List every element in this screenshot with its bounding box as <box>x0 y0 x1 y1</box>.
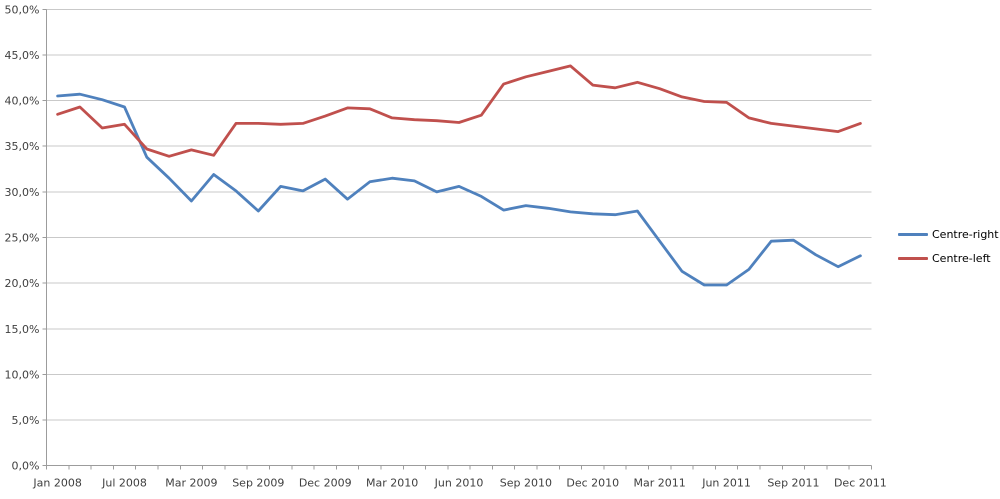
y-tick-label: 20,0% <box>5 277 40 290</box>
centre-right-line-swatch <box>898 233 928 236</box>
x-tick-label: Mar 2009 <box>165 477 217 490</box>
y-tick-label: 35,0% <box>5 140 40 153</box>
y-tick-label: 30,0% <box>5 186 40 199</box>
series-line-centre-left <box>56 64 862 158</box>
legend-label-centre-left: Centre-left <box>932 252 991 265</box>
centre-left-line-swatch <box>898 257 928 260</box>
x-tick-label: Dec 2009 <box>299 477 352 490</box>
x-tick-label: Jul 2008 <box>101 477 147 490</box>
x-tick-label: Mar 2010 <box>366 477 418 490</box>
y-tick-label: 40,0% <box>5 95 40 108</box>
x-tick-label: Jan 2008 <box>32 477 81 490</box>
x-tick-label: Dec 2011 <box>834 477 887 490</box>
x-tick-label: Jun 2010 <box>434 477 484 490</box>
legend-label-centre-right: Centre-right <box>932 228 999 241</box>
x-tick-label: Dec 2010 <box>566 477 619 490</box>
y-tick-label: 50,0% <box>5 3 40 16</box>
x-tick-label: Sep 2009 <box>232 477 284 490</box>
legend-item-centre-left: Centre-left <box>898 251 999 266</box>
x-tick-label: Sep 2011 <box>767 477 819 490</box>
x-tick-label: Jun 2011 <box>701 477 751 490</box>
legend-item-centre-right: Centre-right <box>898 227 999 242</box>
legend: Centre-right Centre-left <box>898 227 999 266</box>
x-tick-label: Sep 2010 <box>500 477 552 490</box>
y-tick-label: 10,0% <box>5 368 40 381</box>
y-tick-label: 45,0% <box>5 49 40 62</box>
series-line-centre-right <box>56 92 862 287</box>
y-tick-label: 0,0% <box>12 460 40 473</box>
y-tick-label: 5,0% <box>12 414 40 427</box>
x-tick-label: Mar 2011 <box>634 477 686 490</box>
y-tick-label: 15,0% <box>5 323 40 336</box>
y-tick-label: 25,0% <box>5 232 40 245</box>
